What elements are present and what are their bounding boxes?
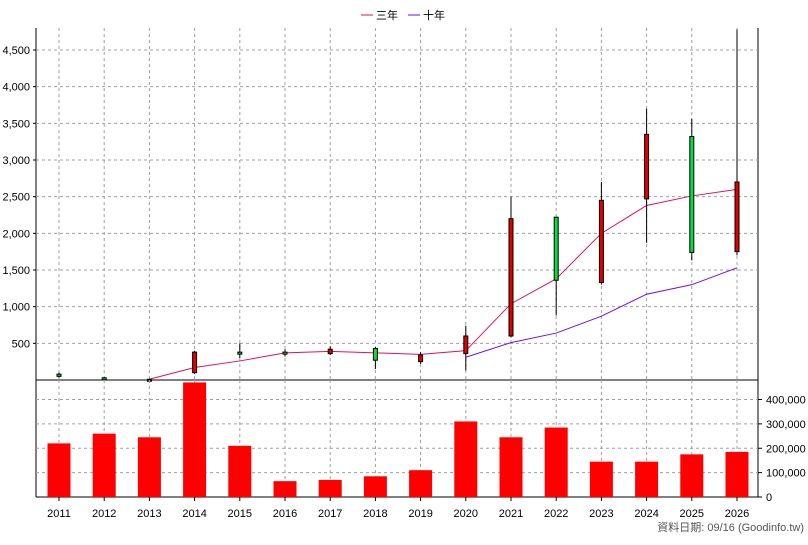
candle-2019 (418, 352, 424, 364)
candle-2024 (644, 108, 650, 243)
x-tick-label: 2022 (544, 508, 568, 520)
volume-bar-2017 (318, 479, 342, 497)
x-tick-label: 2025 (680, 508, 704, 520)
volume-y-tick-label: 400,000 (766, 395, 806, 407)
candle-2022 (553, 216, 559, 316)
volume-bar-2023 (589, 461, 613, 497)
x-tick-label: 2020 (454, 508, 478, 520)
volume-y-axis: 0 100,000 200,000 300,000 400,000 (758, 395, 806, 504)
volume-bar-2014 (183, 382, 207, 497)
candle-2018 (372, 347, 378, 369)
legend-label-10yr: 十年 (423, 8, 445, 22)
candle-body (463, 335, 469, 355)
price-y-tick-label: 3,000 (2, 155, 30, 167)
x-tick-label: 2018 (363, 508, 387, 520)
candle-body (734, 181, 740, 253)
x-tick-label: 2014 (182, 508, 206, 520)
legend: 三年 十年 (361, 8, 445, 22)
x-tick-label: 2017 (318, 508, 342, 520)
ma-3yr-line (149, 188, 738, 380)
volume-bar-2013 (137, 437, 161, 497)
candle-body (508, 218, 514, 337)
volume-bar-2024 (635, 461, 659, 497)
price-y-tick-label: 2,500 (2, 192, 30, 204)
x-tick-label: 2013 (137, 508, 161, 520)
volume-bar-2016 (273, 481, 297, 497)
price-y-tick-label: 4,000 (2, 82, 30, 94)
candle-2025 (689, 118, 695, 261)
x-tick-label: 2019 (408, 508, 432, 520)
volume-y-tick-label: 100,000 (766, 468, 806, 480)
x-tick-label: 2015 (228, 508, 252, 520)
ma-10yr-line (465, 267, 738, 358)
x-axis: 2011 2012 2013 2014 2015 2016 2017 2018 2019 2020… (47, 497, 749, 520)
legend-label-3yr: 三年 (376, 8, 398, 22)
volume-bar-2021 (499, 437, 523, 497)
moving-average-lines (149, 188, 738, 380)
candle-body (598, 199, 604, 283)
volume-bar-2022 (544, 427, 568, 497)
volume-bar-2025 (680, 454, 704, 497)
candle-body (689, 136, 695, 253)
volume-y-tick-label: 0 (766, 492, 772, 504)
price-y-tick-label: 2,000 (2, 228, 30, 240)
candle-body (418, 354, 424, 363)
candle-2011 (56, 372, 62, 378)
volume-bar-2018 (363, 476, 387, 497)
candle-body (237, 351, 243, 355)
candle-2014 (192, 350, 198, 375)
volume-y-tick-label: 300,000 (766, 419, 806, 431)
price-y-tick-label: 1,500 (2, 265, 30, 277)
volume-bar-2019 (409, 470, 433, 497)
x-tick-label: 2016 (273, 508, 297, 520)
volume-bar-2011 (47, 443, 71, 497)
x-tick-label: 2026 (725, 508, 749, 520)
candle-body (553, 216, 559, 281)
price-y-axis: 500 1,000 1,500 2,000 2,500 3,000 3,500 4,000 4,… (2, 45, 36, 350)
price-panel: 500 1,000 1,500 2,000 2,500 3,000 3,500 4,000 4,… (2, 28, 759, 382)
x-tick-label: 2023 (589, 508, 613, 520)
volume-bar-2015 (228, 445, 252, 497)
candle-2012 (101, 377, 107, 381)
candles (56, 29, 740, 382)
volume-bars (47, 382, 749, 497)
candle-body (56, 373, 62, 377)
source-footer: 資料日期: 09/16 (Goodinfo.tw) (657, 520, 804, 534)
candle-2021 (508, 196, 514, 338)
volume-y-tick-label: 200,000 (766, 443, 806, 455)
candle-2020 (463, 325, 469, 371)
candle-body (327, 348, 333, 355)
volume-bar-2020 (454, 421, 478, 497)
x-tick-label: 2012 (92, 508, 116, 520)
volume-panel: 0 100,000 200,000 300,000 400,000 (35, 379, 806, 504)
candle-2023 (598, 182, 604, 285)
price-y-tick-label: 3,500 (2, 118, 30, 130)
candle-body (282, 351, 288, 355)
volume-bar-2012 (92, 433, 116, 497)
candle-2017 (327, 346, 333, 356)
volume-bar-2026 (725, 451, 749, 497)
candle-body (372, 347, 378, 361)
candle-2026 (734, 29, 740, 256)
price-grid (36, 28, 758, 380)
x-tick-label: 2024 (634, 508, 658, 520)
candle-2015 (237, 343, 243, 358)
price-y-tick-label: 500 (12, 338, 30, 350)
x-tick-label: 2021 (499, 508, 523, 520)
price-y-tick-label: 1,000 (2, 302, 30, 314)
candle-2016 (282, 349, 288, 357)
candle-body (644, 133, 650, 200)
x-tick-label: 2011 (47, 508, 71, 520)
candle-body (192, 351, 198, 374)
price-y-tick-label: 4,500 (2, 45, 30, 57)
